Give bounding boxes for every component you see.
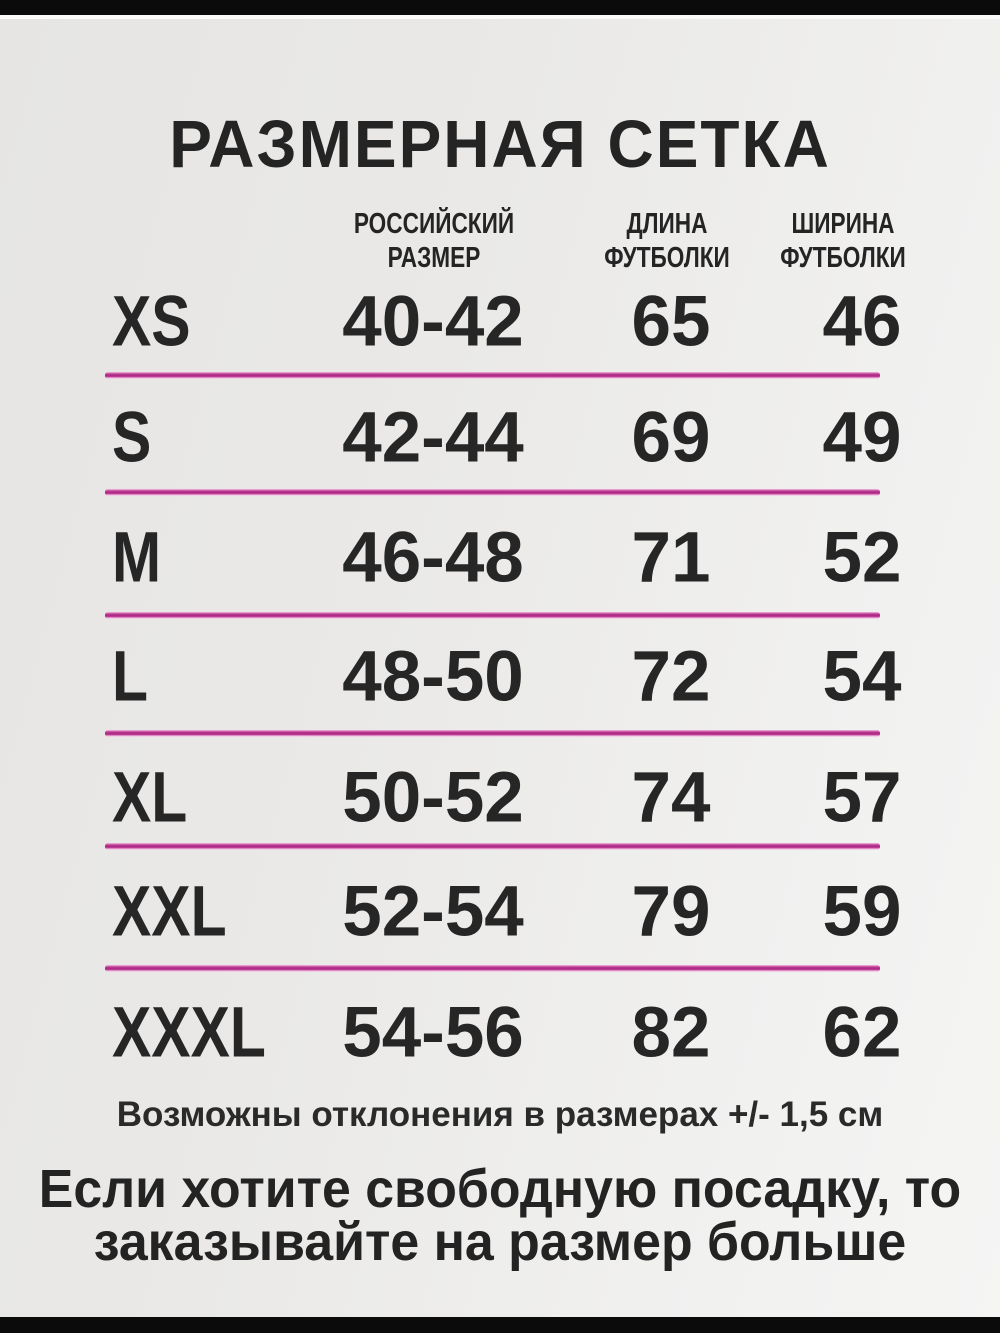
row-divider [105,730,880,737]
sizing-advice-line: заказывайте на размер больше [93,1212,907,1272]
size-label: L [112,637,149,717]
column-header-line: РАЗМЕР [387,242,481,274]
sizing-advice-line: Если хотите свободную посадку, то [38,1159,962,1219]
width-value: 62 [822,993,902,1073]
size-label: S [112,398,152,478]
russian-size-value: 46-48 [342,518,524,598]
length-value: 82 [631,993,711,1073]
column-header-line: ФУТБОЛКИ [780,242,906,274]
row-divider [105,489,880,496]
size-label: XXXL [112,993,266,1073]
width-value: 54 [822,637,902,717]
length-value: 74 [631,758,711,838]
row-divider [105,612,880,619]
russian-size-value: 50-52 [342,758,524,838]
bottom-black-bar [0,1317,1000,1333]
russian-size-value: 48-50 [342,637,524,717]
column-header-line: ДЛИНА [626,208,708,240]
column-header-line: ФУТБОЛКИ [604,242,730,274]
size-label: XXL [112,872,227,952]
width-value: 57 [822,758,902,838]
page-title: РАЗМЕРНАЯ СЕТКА [169,106,831,182]
russian-size-value: 40-42 [342,282,524,362]
column-header-russian-size: РОССИЙСКИЙ РАЗМЕР [354,207,514,275]
top-black-bar [0,0,1000,15]
row-divider [105,843,880,850]
size-label: XS [112,282,191,362]
length-value: 65 [631,282,711,362]
top-white-strip [0,15,1000,19]
size-label: XL [112,758,188,838]
column-header-length: ДЛИНА ФУТБОЛКИ [604,207,730,275]
length-value: 69 [631,398,711,478]
row-divider [105,372,880,379]
column-header-width: ШИРИНА ФУТБОЛКИ [780,207,906,275]
russian-size-value: 42-44 [342,398,524,478]
width-value: 59 [822,872,902,952]
width-value: 46 [822,282,902,362]
length-value: 79 [631,872,711,952]
length-value: 72 [631,637,711,717]
row-divider [105,965,880,972]
width-value: 49 [822,398,902,478]
length-value: 71 [631,518,711,598]
tolerance-note: Возможны отклонения в размерах +/- 1,5 с… [116,1095,884,1134]
size-label: M [112,518,162,598]
column-header-line: РОССИЙСКИЙ [353,208,515,240]
width-value: 52 [822,518,902,598]
sizing-advice: Если хотите свободную посадку, то заказы… [20,1159,980,1272]
russian-size-value: 54-56 [342,993,524,1073]
russian-size-value: 52-54 [342,872,524,952]
column-header-line: ШИРИНА [791,208,895,240]
